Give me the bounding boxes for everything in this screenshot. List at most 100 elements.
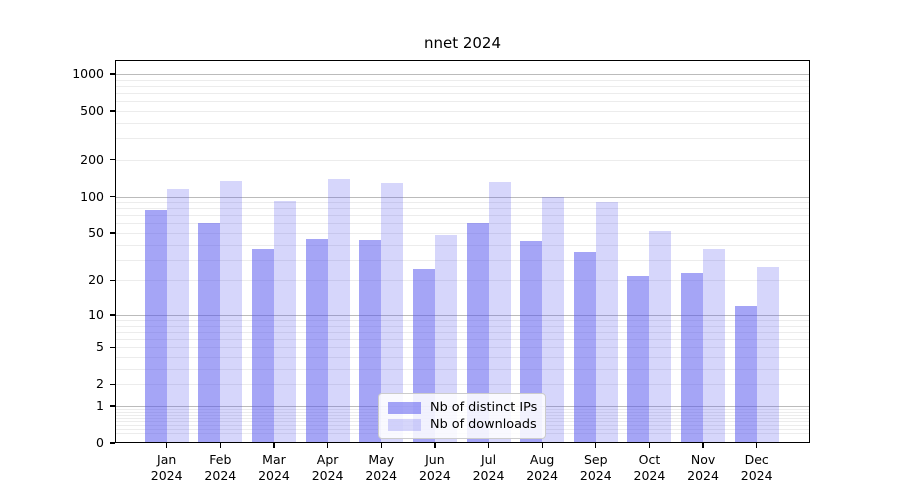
bar-downloads-aug: [542, 196, 565, 443]
x-tick-label-line: Jul: [480, 452, 497, 467]
gridline-minor: [115, 208, 810, 210]
x-tick-label-line: Oct: [638, 452, 661, 467]
x-tick-label-jul: Jul 2024: [461, 452, 517, 484]
x-tick-mark: [648, 443, 651, 448]
gridline-major: [115, 74, 810, 75]
x-tick-label-dec: Dec 2024: [729, 452, 785, 484]
legend-swatch-downloads: [388, 418, 421, 431]
gridline-minor: [115, 244, 810, 246]
y-tick-mark: [110, 195, 115, 198]
y-tick-mark: [110, 232, 115, 234]
y-tick-mark: [110, 159, 115, 161]
x-tick-label-line: 2024: [258, 468, 290, 483]
bar-downloads-jul: [488, 181, 511, 443]
gridline-minor: [115, 122, 810, 124]
x-tick-label-apr: Apr 2024: [300, 452, 356, 484]
y-tick-mark: [110, 110, 115, 112]
bar-ips-dec: [734, 306, 757, 443]
bar-downloads-may: [381, 182, 404, 443]
bar-ips-nov: [681, 273, 704, 443]
x-tick-label-line: 2024: [311, 468, 344, 483]
gridline-minor: [115, 384, 810, 386]
bar-downloads-feb: [220, 181, 243, 443]
x-tick-label-line: Feb: [209, 452, 232, 467]
gridline-minor: [115, 368, 810, 370]
y-tick-mark: [110, 314, 115, 316]
y-tick-mark: [110, 383, 115, 385]
x-tick-label-line: 2024: [740, 468, 773, 483]
x-tick-label-line: Jan: [157, 452, 177, 467]
bar-downloads-nov: [703, 248, 726, 443]
x-tick-mark: [434, 443, 436, 448]
x-tick-label-line: 2024: [579, 468, 612, 483]
y-tick-label: 100: [80, 188, 104, 204]
y-tick-label: 50: [88, 224, 104, 240]
x-tick-label-line: Sep: [584, 452, 608, 467]
gridline-minor: [115, 223, 810, 225]
y-tick-mark: [110, 346, 115, 348]
gridline-minor: [115, 339, 810, 341]
x-tick-mark: [541, 443, 543, 448]
x-tick-label-line: 2024: [472, 468, 505, 483]
y-tick-label: 0: [96, 435, 104, 450]
gridline-major: [115, 196, 810, 198]
x-tick-mark: [702, 443, 704, 448]
y-tick-mark: [110, 279, 115, 282]
bar-ips-feb: [198, 223, 221, 443]
gridline-minor: [115, 232, 810, 234]
legend-label-distinct-ips: Nb of distinct IPs: [430, 400, 538, 415]
bar-downloads-mar: [273, 201, 296, 443]
x-tick-label-line: 2024: [150, 468, 183, 483]
y-tick-label: 20: [88, 272, 104, 288]
x-tick-mark: [166, 443, 168, 448]
y-tick-label: 1000: [72, 66, 104, 81]
bar-downloads-sep: [595, 202, 618, 443]
gridline-minor: [115, 85, 810, 87]
x-tick-label-line: 2024: [687, 468, 719, 483]
gridline-minor: [115, 280, 810, 282]
legend-item-distinct-ips: Nb of distinct IPs: [388, 400, 538, 415]
bar-ips-mar: [251, 248, 274, 443]
gridline-minor: [115, 159, 810, 161]
gridline-minor: [115, 215, 810, 217]
x-tick-label-line: 2024: [526, 468, 559, 483]
x-tick-mark: [326, 443, 329, 448]
x-tick-label-mar: Mar 2024: [246, 452, 302, 484]
x-tick-label-nov: Nov 2024: [675, 452, 731, 484]
x-tick-label-line: 2024: [204, 468, 237, 483]
gridline-minor: [115, 202, 810, 204]
x-tick-label-line: May: [368, 452, 395, 467]
y-tick-mark: [110, 73, 115, 75]
gridline-minor: [115, 101, 810, 103]
x-tick-label-line: Nov: [690, 452, 716, 467]
x-tick-label-line: 2024: [633, 468, 666, 483]
gridline-minor: [115, 110, 810, 112]
y-tick-mark: [110, 405, 115, 407]
bar-downloads-dec: [756, 266, 779, 443]
bar-ips-apr: [305, 238, 328, 443]
gridline-minor: [115, 138, 810, 140]
bar-downloads-jan: [166, 189, 189, 443]
bar-downloads-apr: [327, 178, 350, 443]
x-tick-label-line: 2024: [365, 468, 398, 483]
x-tick-label-oct: Oct 2024: [621, 452, 677, 484]
y-tick-label: 500: [80, 102, 104, 118]
x-tick-mark: [595, 443, 597, 448]
legend-item-downloads: Nb of downloads: [388, 417, 537, 432]
x-tick-label-line: 2024: [418, 468, 451, 483]
gridline-minor: [115, 320, 810, 322]
x-tick-mark: [219, 443, 221, 448]
x-tick-label-line: Dec: [744, 452, 769, 467]
bar-ips-may: [359, 239, 382, 443]
y-tick-label: 10: [88, 306, 104, 322]
x-tick-mark: [756, 443, 758, 448]
x-tick-mark: [273, 443, 275, 448]
y-tick-mark: [110, 442, 115, 444]
bar-ips-jan: [144, 209, 167, 443]
x-tick-label-feb: Feb 2024: [192, 452, 248, 484]
bar-ips-jul: [466, 222, 489, 443]
x-tick-label-line: Aug: [529, 452, 555, 467]
gridline-major: [115, 314, 810, 316]
x-tick-label-jan: Jan 2024: [139, 452, 195, 484]
x-tick-label-line: Mar: [262, 452, 286, 467]
